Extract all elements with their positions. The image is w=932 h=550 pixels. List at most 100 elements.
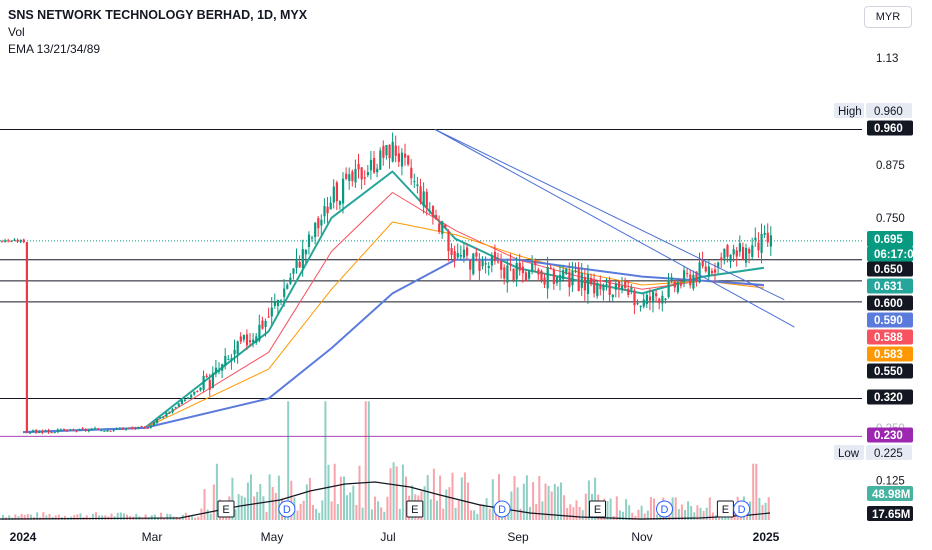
volume-bar: [2, 515, 4, 520]
candle-body: [35, 429, 38, 433]
volume-bar: [163, 517, 166, 520]
volume-bar: [237, 494, 240, 520]
candle-body: [100, 430, 103, 432]
volume-indicator-label[interactable]: Vol: [8, 25, 25, 39]
volume-bar: [445, 489, 448, 520]
volume-bar: [327, 464, 330, 520]
volume-bar: [54, 515, 57, 520]
candle-body: [444, 224, 447, 228]
price-label-box: [867, 329, 913, 345]
candle-body: [745, 247, 748, 263]
volume-bar: [73, 515, 76, 520]
candle-body: [10, 241, 13, 243]
volume-bar: [584, 493, 587, 520]
volume-bar: [17, 516, 20, 520]
volume-bar: [364, 401, 367, 520]
price-axis: 1.130.8750.7500.1250.2500.9600.69506:17:…: [867, 53, 921, 487]
candle-body: [549, 267, 552, 269]
candle-body: [481, 260, 484, 267]
volume-bar: [206, 509, 209, 520]
price-label-box: [867, 295, 913, 311]
volume-bar: [646, 510, 649, 520]
candle-body: [645, 294, 648, 305]
volume-bar: [380, 507, 383, 520]
candle-body: [707, 266, 710, 277]
low-label-box: [834, 445, 864, 460]
currency-button[interactable]: MYR: [864, 6, 912, 28]
volume-bar: [178, 517, 181, 520]
volume-bar: [383, 511, 386, 520]
candle-body: [459, 255, 462, 257]
volume-bar: [715, 515, 717, 520]
candle-body: [590, 278, 593, 285]
candle-body: [7, 240, 10, 242]
candle-body: [478, 260, 481, 271]
price-label-box: [867, 120, 913, 136]
candle-body: [748, 248, 751, 254]
price-label: 0.650: [874, 264, 903, 276]
candle-body: [574, 270, 577, 272]
candle-body: [689, 274, 692, 286]
volume-bar: [79, 513, 82, 520]
candle-body: [633, 290, 636, 306]
candle-body: [183, 399, 187, 401]
candle-body: [143, 427, 146, 429]
candle-body: [738, 243, 741, 252]
candle-body: [683, 270, 686, 282]
ema-21-line: [22, 192, 765, 433]
trendline: [434, 129, 795, 328]
candle-body: [90, 428, 94, 430]
candle-body: [159, 417, 162, 419]
high-value-box: [866, 103, 912, 118]
candle-body: [273, 302, 276, 306]
ema-indicator-label[interactable]: EMA 13/21/34/89: [8, 42, 101, 56]
candle-body: [720, 257, 723, 261]
high-label-box: [834, 103, 864, 118]
chart-legend: SNS NETWORK TECHNOLOGY BERHAD, 1D, MYX V…: [8, 7, 307, 58]
candle-body: [661, 295, 664, 304]
price-tick-label: 0.750: [876, 213, 905, 225]
volume-bar: [240, 495, 243, 520]
volume-bar: [606, 500, 609, 520]
candle-body: [280, 300, 283, 303]
volume-bar: [253, 496, 256, 520]
candle-body: [701, 260, 704, 267]
price-label: 0.588: [874, 332, 903, 344]
volume-bar: [234, 509, 237, 520]
candle-body: [717, 262, 720, 268]
volume-bar: [271, 486, 274, 520]
candle-body: [121, 428, 125, 430]
candle-body: [462, 249, 466, 258]
volume-bar: [457, 500, 460, 520]
volume-bar: [566, 508, 569, 520]
candle-body: [171, 408, 174, 413]
volume-bar: [153, 514, 156, 520]
candle-body: [490, 256, 493, 266]
volume-bar: [637, 509, 640, 520]
dividend-marker: [278, 500, 296, 518]
symbol-title[interactable]: SNS NETWORK TECHNOLOGY BERHAD, 1D, MYX: [8, 8, 308, 22]
volume-bar: [628, 505, 631, 520]
candle-body: [146, 427, 149, 429]
candle-body: [534, 260, 537, 266]
candle-body: [25, 242, 28, 433]
volume-bar: [705, 507, 708, 520]
dividend-marker-label: D: [661, 504, 669, 516]
volume-bar: [609, 498, 612, 520]
volume-bar: [126, 514, 128, 520]
ema-34-line: [22, 221, 765, 433]
candle-body: [652, 291, 655, 303]
volume-bar: [8, 515, 11, 520]
volume-bar: [649, 497, 652, 520]
candle-body: [760, 233, 763, 253]
volume-bar: [429, 499, 432, 520]
candle-body: [16, 239, 19, 242]
volume-bar: [556, 486, 559, 520]
candle-body: [518, 262, 521, 271]
volume-bar: [296, 510, 299, 520]
volume-bar: [451, 472, 454, 520]
volume-bar: [516, 487, 519, 520]
candle-body: [627, 288, 630, 295]
candle-body: [577, 268, 580, 291]
